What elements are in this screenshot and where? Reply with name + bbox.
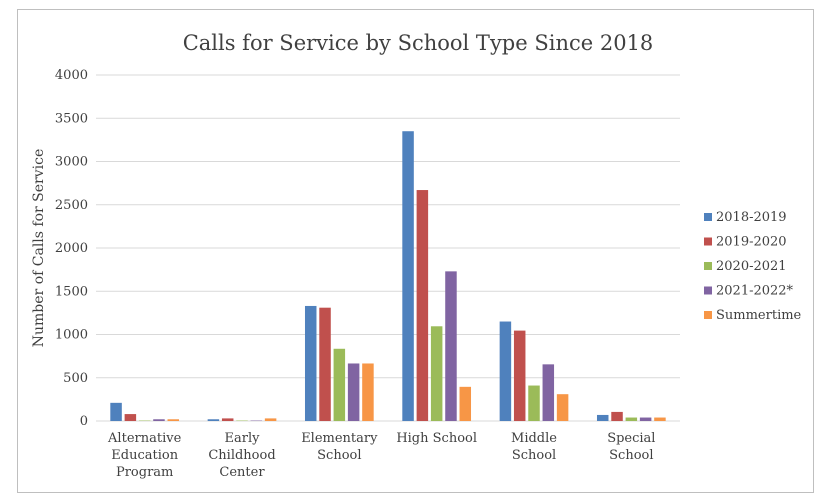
bar-2018-2019-3 [402,131,414,421]
legend-swatch [704,237,712,246]
bar-2021-2022--4 [542,364,555,421]
bar-2021-2022--0 [153,419,165,421]
bar-2018-2019-0 [110,402,122,421]
chart-title: Calls for Service by School Type Since 2… [183,31,654,55]
x-category-label: Elementary School [301,431,378,463]
x-axis-categories: Alternative Education Program Early Childhoo… [107,431,655,480]
bar-2019-2020-1 [221,418,234,421]
legend-label: 2020-2021 [716,259,787,274]
y-tick-label: 2000 [55,241,88,256]
legend-swatch [704,311,712,319]
bar-2021-2022--5 [639,417,652,421]
y-tick-label: 1000 [55,328,88,343]
bar-2019-2020-2 [319,307,331,421]
legend-label: Summertime [716,308,802,323]
y-tick-label: 500 [63,371,88,386]
legend-label: 2018-2019 [716,210,787,225]
y-axis-ticks: 0 500 1000 1500 2000 2500 3000 3500 4000 [55,68,88,429]
bar-2019-2020-0 [124,414,137,421]
legend-swatch [704,286,712,295]
legend-swatch [704,262,712,270]
chart-frame: Calls for Service by School Type Since 2… [17,9,814,493]
legend: 2018-2019 2019-2020 2020-2021 2021-2022* Sum… [704,210,802,323]
bar-2021-2022--2 [347,363,360,421]
bar-2020-2021-2 [333,348,346,421]
legend-label: 2021-2022* [716,284,794,299]
y-tick-label: 0 [80,414,88,429]
x-category-label: Special School [607,431,655,463]
bar-2018-2019-4 [499,321,512,421]
y-tick-label: 4000 [55,68,88,83]
bar-2021-2022--3 [445,271,457,421]
bar-2020-2021-4 [528,385,540,421]
legend-label: 2019-2020 [716,235,787,250]
bar-2019-2020-3 [416,190,429,421]
bars [110,131,666,421]
y-tick-label: 2500 [55,198,88,213]
bar-2018-2019-1 [207,419,220,421]
bar-Summertime-4 [556,394,569,421]
y-tick-label: 1500 [55,284,88,299]
y-tick-label: 3500 [55,111,88,126]
bar-chart: Calls for Service by School Type Since 2… [31,31,802,480]
bar-2018-2019-5 [596,414,609,421]
bar-2020-2021-3 [430,326,443,421]
bar-2019-2020-5 [611,411,623,421]
y-axis-label: Number of Calls for Service [31,149,47,347]
y-tick-label: 3000 [55,155,88,170]
x-category-label: Early Childhood Center [208,431,275,480]
bar-Summertime-3 [459,386,472,421]
bar-Summertime-5 [654,417,666,421]
legend-swatch [704,213,712,221]
bar-2020-2021-5 [625,417,638,421]
bar-2018-2019-2 [304,305,317,421]
gridlines [96,74,680,422]
x-category-label: Middle School [511,431,557,463]
x-category-label: High School [396,431,477,446]
bar-Summertime-1 [264,418,277,421]
x-category-label: Alternative Education Program [107,431,182,480]
bar-2019-2020-4 [513,330,526,421]
bar-Summertime-2 [362,363,374,421]
bar-Summertime-0 [167,419,180,421]
